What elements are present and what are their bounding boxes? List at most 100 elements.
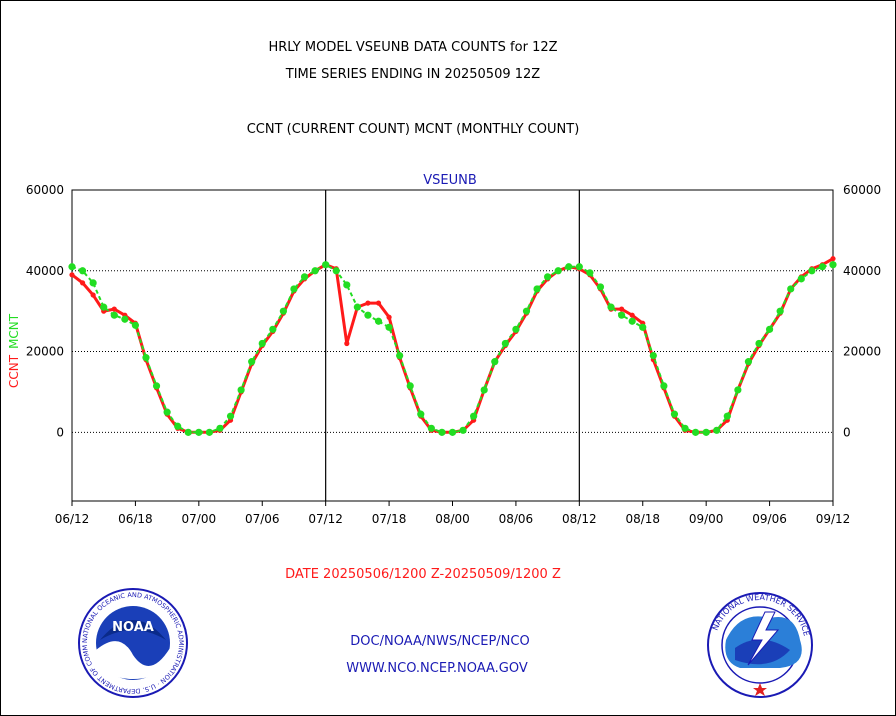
data-point-mcnt (195, 428, 203, 436)
data-point-mcnt (311, 267, 319, 275)
data-point-mcnt (691, 428, 700, 436)
x-tick-label: 06/18 (118, 512, 153, 526)
data-point-mcnt (755, 339, 763, 348)
data-point-mcnt (448, 428, 457, 436)
data-point-mcnt (237, 386, 245, 394)
data-point-mcnt (544, 273, 552, 281)
x-tick-label: 08/06 (499, 512, 534, 526)
data-point-mcnt (776, 307, 784, 315)
y-axis-label: CCNT MCNT (7, 313, 21, 388)
data-point-mcnt (374, 317, 383, 325)
data-point-ccnt (365, 300, 371, 306)
data-point-mcnt (68, 263, 76, 271)
data-point-mcnt (332, 267, 340, 275)
data-point-mcnt (258, 339, 266, 348)
data-point-mcnt (681, 424, 689, 432)
x-tick-label: 08/18 (625, 512, 660, 526)
x-tick-label: 07/12 (308, 512, 343, 526)
y-tick-label-right: 0 (843, 425, 851, 439)
data-point-mcnt (491, 358, 499, 366)
data-point-mcnt (470, 412, 478, 420)
data-point-ccnt (90, 292, 96, 298)
series-line-mcnt (71, 263, 834, 434)
data-point-mcnt (110, 311, 118, 319)
data-point-mcnt (279, 307, 287, 315)
x-tick-label: 09/00 (689, 512, 724, 526)
data-point-mcnt (818, 263, 827, 271)
data-point-mcnt (353, 303, 361, 311)
data-point-mcnt (396, 351, 404, 360)
footer-date: DATE 20250506/1200 Z-20250509/1200 Z (285, 567, 561, 582)
data-point-mcnt (628, 317, 636, 325)
data-point-mcnt (100, 303, 108, 311)
data-point-mcnt (607, 303, 615, 311)
data-point-mcnt (131, 321, 140, 329)
data-point-ccnt (344, 340, 350, 347)
y-tick-label-right: 20000 (843, 345, 881, 359)
data-point-mcnt (226, 412, 235, 420)
y-tick-label-left: 20000 (26, 345, 64, 359)
data-point-mcnt (300, 273, 309, 281)
x-tick-label: 09/06 (752, 512, 787, 526)
footer-org: DOC/NOAA/NWS/NCEP/NCO (350, 634, 529, 649)
plot-area: 0 0 20000 20000 40000 40000 60000 60000 06/12 06/… (26, 183, 881, 526)
data-point-mcnt (522, 307, 531, 315)
nws-logo: NATIONAL WEATHER SERVICE (707, 592, 813, 698)
x-tick-label: 08/12 (562, 512, 597, 526)
chart-title-line2: TIME SERIES ENDING IN 20250509 12Z (285, 67, 541, 82)
data-point-mcnt (723, 412, 731, 420)
y-axis-label-mcnt: MCNT (7, 313, 21, 349)
y-tick-label-left: 0 (56, 425, 64, 439)
x-tick-label: 07/00 (182, 512, 217, 526)
data-point-mcnt (269, 325, 277, 333)
data-point-mcnt (512, 325, 520, 333)
data-point-mcnt (670, 410, 679, 418)
x-tick-label: 08/00 (435, 512, 470, 526)
data-point-mcnt (808, 267, 816, 275)
data-point-mcnt (565, 263, 573, 271)
data-point-mcnt (385, 323, 393, 331)
data-point-mcnt (744, 358, 753, 366)
data-point-mcnt (596, 283, 605, 291)
data-point-mcnt (438, 428, 446, 436)
data-point-mcnt (216, 424, 224, 432)
y-axis-label-ccnt: CCNT (7, 354, 21, 388)
data-point-mcnt (586, 269, 594, 277)
data-point-mcnt (406, 382, 414, 390)
data-point-mcnt (702, 428, 710, 436)
data-point-mcnt (417, 410, 425, 418)
data-point-ccnt (111, 306, 117, 312)
data-point-mcnt (248, 358, 256, 366)
data-point-mcnt (575, 263, 583, 271)
data-point-mcnt (639, 323, 647, 331)
data-point-mcnt (205, 428, 214, 436)
y-tick-label-left: 60000 (26, 183, 64, 197)
data-point-ccnt (386, 314, 392, 320)
data-point-mcnt (787, 285, 795, 293)
data-point-mcnt (829, 261, 837, 269)
y-tick-label-left: 40000 (26, 264, 64, 278)
y-tick-label-right: 40000 (843, 264, 881, 278)
data-point-mcnt (152, 382, 161, 390)
data-point-mcnt (649, 351, 657, 360)
data-point-ccnt (69, 272, 75, 278)
data-point-mcnt (184, 428, 192, 436)
data-point-mcnt (121, 315, 129, 323)
chart-title-line1: HRLY MODEL VSEUNB DATA COUNTS for 12Z (268, 40, 557, 55)
x-tick-label: 07/18 (372, 512, 407, 526)
data-point-ccnt (375, 300, 382, 306)
data-point-mcnt (427, 424, 435, 432)
data-point-mcnt (163, 408, 171, 416)
y-tick-label-right: 60000 (843, 183, 881, 197)
data-point-mcnt (364, 311, 372, 319)
data-point-mcnt (78, 267, 87, 275)
x-tick-label: 07/06 (245, 512, 280, 526)
plot-border (71, 189, 834, 502)
data-point-mcnt (713, 426, 721, 434)
noaa-logo-text: NOAA (112, 620, 154, 635)
footer-url: WWW.NCO.NCEP.NOAA.GOV (346, 661, 528, 676)
data-point-ccnt (79, 280, 86, 286)
data-point-ccnt (619, 306, 625, 312)
data-point-mcnt (322, 261, 330, 269)
